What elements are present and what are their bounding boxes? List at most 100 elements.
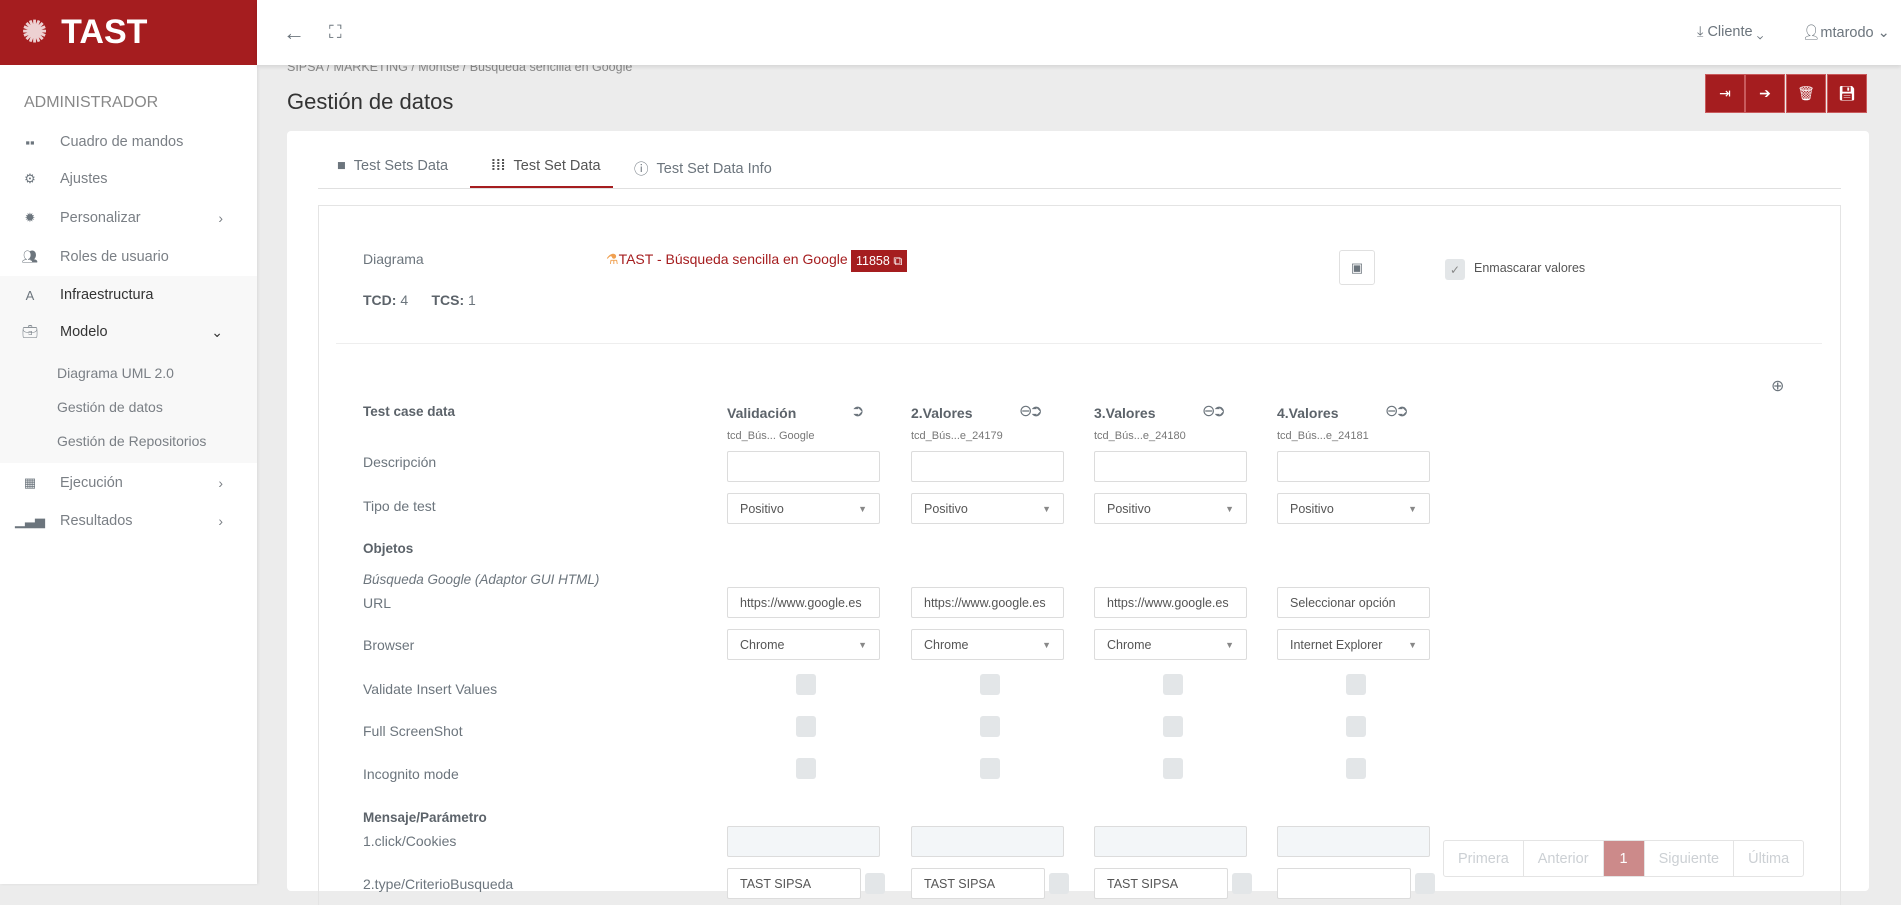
select-value: Chrome	[740, 637, 785, 652]
import-button[interactable]: ⇥	[1705, 74, 1745, 113]
sidebar-item-label: Ejecución	[60, 475, 123, 491]
diagram-id-badge[interactable]: 11858 ⧉	[851, 250, 908, 272]
delete-button[interactable]: 🗑︎	[1786, 74, 1826, 113]
browser-select[interactable]: Internet Explorer ▼	[1277, 629, 1430, 660]
validate-checkbox[interactable]	[796, 674, 816, 695]
page-first[interactable]: Primera	[1444, 841, 1524, 876]
sidebar-subitem-diagrama-uml[interactable]: Diagrama UML 2.0	[57, 365, 174, 381]
incognito-checkbox[interactable]	[1163, 758, 1183, 779]
tcs-value: 1	[468, 292, 476, 308]
row-label-incognito: Incognito mode	[363, 766, 459, 782]
client-download-menu[interactable]: ⤓ Cliente ⌄	[1697, 24, 1763, 40]
page-current[interactable]: 1	[1603, 841, 1645, 876]
test-case-data-header: Test case data	[363, 404, 456, 419]
section-mensaje: Mensaje/Parámetro	[363, 810, 487, 825]
remove-move-icons[interactable]: ⊖➲	[1385, 403, 1409, 420]
column-subtitle: tcd_Bús...e_24180	[1094, 430, 1186, 442]
validate-checkbox[interactable]	[980, 674, 1000, 695]
active-section-band	[0, 276, 257, 463]
click-cookies-input[interactable]	[1277, 826, 1430, 857]
click-cookies-input[interactable]	[1094, 826, 1247, 857]
url-input[interactable]: https://www.google.es	[1094, 587, 1247, 618]
sidebar-item-cuadro-de-mandos[interactable]: ▪▪ Cuadro de mandos	[0, 125, 257, 159]
caret-down-icon: ▼	[1042, 639, 1051, 650]
descripcion-input[interactable]	[1094, 451, 1247, 482]
column-subtitle: tcd_Bús... Google	[727, 430, 815, 442]
browser-select[interactable]: Chrome ▼	[727, 629, 880, 660]
move-right-icon[interactable]: ➲	[851, 403, 865, 420]
tab-test-set-data[interactable]: ⁞⁞⁞ Test Set Data	[491, 158, 601, 174]
column-subtitle: tcd_Bús...e_24181	[1277, 430, 1369, 442]
sidebar-item-label: Resultados	[60, 513, 133, 529]
test-set-panel	[318, 205, 1841, 905]
page-next[interactable]: Siguiente	[1645, 841, 1735, 876]
export-button[interactable]: ➔	[1745, 74, 1785, 113]
browser-select[interactable]: Chrome ▼	[911, 629, 1064, 660]
tab-label: Test Set Data Info	[656, 160, 772, 177]
diagram-link[interactable]: ⚗TAST - Búsqueda sencilla en Google	[606, 251, 848, 268]
descripcion-input[interactable]	[727, 451, 880, 482]
url-input[interactable]: Seleccionar opción	[1277, 587, 1430, 618]
validate-checkbox[interactable]	[1346, 674, 1366, 695]
image-icon: ▣	[1350, 259, 1364, 275]
back-arrow-icon[interactable]: ←	[283, 20, 305, 45]
page-last[interactable]: Última	[1748, 850, 1790, 867]
sidebar-subitem-gestion-datos[interactable]: Gestión de datos	[57, 399, 163, 415]
remove-move-icons[interactable]: ⊖➲	[1019, 403, 1043, 420]
row-label-url: URL	[363, 595, 392, 611]
client-label: Cliente	[1707, 24, 1753, 40]
remove-move-icons[interactable]: ⊖➲	[1202, 403, 1226, 420]
sidebar-subitem-gestion-repositorios[interactable]: Gestión de Repositorios	[57, 433, 207, 449]
chevron-right-icon: ›	[218, 210, 223, 226]
chevron-right-icon: ›	[218, 513, 223, 529]
user-menu[interactable]: 👤︎mtarodo ⌄	[1802, 24, 1890, 41]
add-column-plus-icon[interactable]: ⊕	[1771, 378, 1785, 395]
incognito-checkbox[interactable]	[1346, 758, 1366, 779]
brand-name: TAST	[61, 13, 148, 51]
tipo-select[interactable]: Positivo ▼	[1277, 493, 1430, 524]
tipo-select[interactable]: Positivo ▼	[727, 493, 880, 524]
sidebar-item-modelo[interactable]: 💼︎ Modelo ⌄	[0, 315, 257, 349]
validate-checkbox[interactable]	[1163, 674, 1183, 695]
active-tab-indicator	[470, 186, 613, 188]
full-screenshot-checkbox[interactable]	[980, 716, 1000, 737]
tipo-select[interactable]: Positivo ▼	[1094, 493, 1247, 524]
click-cookies-input[interactable]	[727, 826, 880, 857]
url-input[interactable]: https://www.google.es	[727, 587, 880, 618]
click-cookies-input[interactable]	[911, 826, 1064, 857]
tab-test-set-data-info[interactable]: ⓘ Test Set Data Info	[634, 158, 772, 179]
sidebar-item-personalizar[interactable]: ✹ Personalizar ›	[0, 201, 257, 235]
incognito-checkbox[interactable]	[796, 758, 816, 779]
sidebar-item-roles-de-usuario[interactable]: 👥︎ Roles de usuario	[0, 240, 257, 274]
sidebar-item-resultados[interactable]: ▁▃▅ Resultados ›	[0, 504, 257, 538]
descripcion-input[interactable]	[1277, 451, 1430, 482]
column-title: 2.Valores	[911, 405, 973, 421]
sidebar-item-ejecuci-n[interactable]: ▦ Ejecución ›	[0, 466, 257, 500]
road-icon: A	[25, 287, 35, 303]
url-input[interactable]: https://www.google.es	[911, 587, 1064, 618]
flask-icon: ⚗	[606, 251, 619, 267]
user-icon: 👤︎	[1802, 25, 1821, 41]
fullscreen-icon[interactable]: ⛶	[329, 22, 342, 42]
full-screenshot-checkbox[interactable]	[1346, 716, 1366, 737]
save-button[interactable]: 💾︎	[1827, 74, 1867, 113]
logo[interactable]: ✺ TAST	[0, 0, 257, 65]
sidebar-item-ajustes[interactable]: ⚙ Ajustes	[0, 162, 257, 196]
tab-test-sets-data[interactable]: ■ Test Sets Data	[337, 158, 448, 174]
select-value: Internet Explorer	[1290, 637, 1383, 652]
caret-down-icon: ▼	[858, 639, 867, 650]
sidebar-item-label: Personalizar	[60, 210, 141, 226]
top-header: ← ⛶ ⤓ Cliente ⌄ 👤︎mtarodo ⌄	[257, 0, 1901, 65]
descripcion-input[interactable]	[911, 451, 1064, 482]
mask-values-checkbox[interactable]: ✓	[1445, 259, 1465, 280]
view-image-button[interactable]: ▣	[1339, 250, 1375, 285]
tipo-select[interactable]: Positivo ▼	[911, 493, 1064, 524]
full-screenshot-checkbox[interactable]	[1163, 716, 1183, 737]
full-screenshot-checkbox[interactable]	[796, 716, 816, 737]
incognito-checkbox[interactable]	[980, 758, 1000, 779]
sidebar-item-infraestructura[interactable]: A Infraestructura	[0, 278, 257, 312]
page-prev[interactable]: Anterior	[1524, 841, 1604, 876]
row-label-validate: Validate Insert Values	[363, 681, 498, 697]
browser-select[interactable]: Chrome ▼	[1094, 629, 1247, 660]
caret-down-icon: ▼	[1408, 503, 1417, 514]
